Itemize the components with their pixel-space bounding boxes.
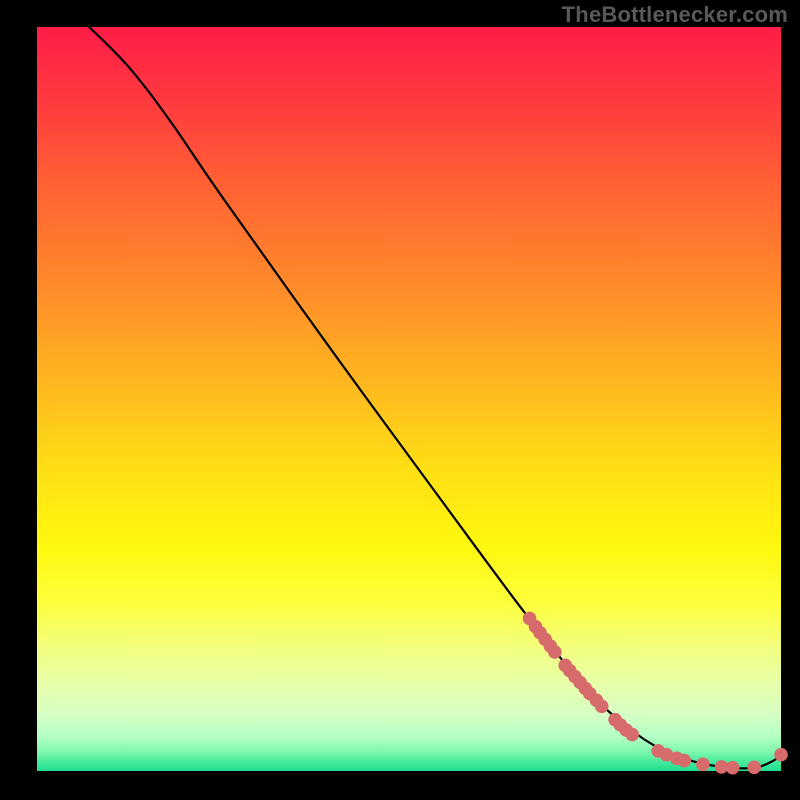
chart-stage: TheBottlenecker.com bbox=[0, 0, 800, 800]
marker-point bbox=[677, 754, 691, 768]
marker-point bbox=[747, 760, 761, 774]
plot-background bbox=[37, 27, 781, 771]
marker-point bbox=[726, 761, 740, 775]
marker-point bbox=[595, 699, 609, 713]
marker-point bbox=[625, 728, 639, 742]
marker-point bbox=[696, 758, 710, 772]
bottleneck-chart bbox=[0, 0, 800, 800]
marker-point bbox=[548, 645, 562, 659]
marker-point bbox=[774, 748, 788, 762]
